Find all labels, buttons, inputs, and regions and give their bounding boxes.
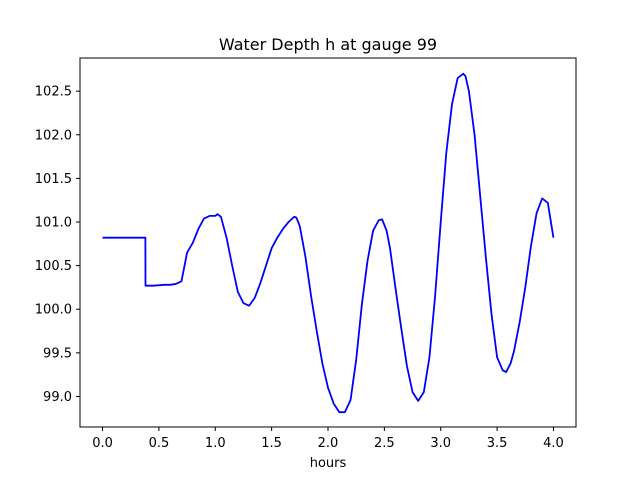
x-tick-label: 1.0 [205,436,226,451]
x-axis-ticks: 0.0 0.5 1.0 1.5 2.0 2.5 3.0 3.5 4.0 [92,427,564,451]
y-tick-label: 101.0 [35,216,72,231]
x-tick-label: 4.0 [543,436,564,451]
x-tick-label: 2.5 [374,436,395,451]
y-tick-label: 100.0 [35,303,72,318]
x-tick-label: 3.5 [487,436,508,451]
x-tick-label: 3.0 [430,436,451,451]
x-tick-label: 2.0 [318,436,339,451]
y-tick-label: 102.5 [35,85,72,100]
y-axis-ticks: 99.0 99.5 100.0 100.5 101.0 101.5 102.0 102.5 [35,85,80,405]
chart-title: Water Depth h at gauge 99 [219,35,437,54]
series-line-water-depth [102,72,555,414]
y-tick-label: 99.5 [43,346,72,361]
y-tick-label: 102.0 [35,128,72,143]
x-tick-label: 0.5 [149,436,170,451]
y-tick-label: 99.0 [43,390,72,405]
y-tick-label: 101.5 [35,172,72,187]
y-tick-label: 100.5 [35,259,72,274]
x-axis-label: hours [310,456,347,471]
x-tick-label: 0.0 [92,436,113,451]
x-tick-label: 1.5 [261,436,282,451]
